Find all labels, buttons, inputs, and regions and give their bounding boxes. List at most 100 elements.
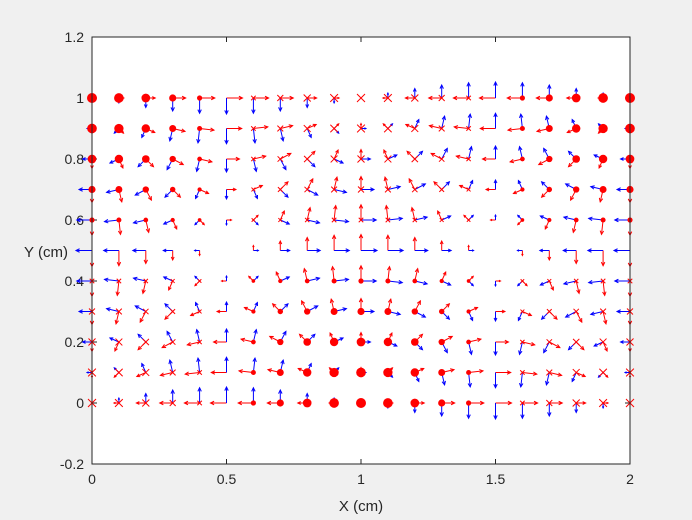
blue-vector-shaft <box>166 331 174 343</box>
out-of-plane-dot <box>466 279 471 283</box>
blue-vector <box>493 403 498 421</box>
into-plane-cross <box>546 308 553 315</box>
out-of-plane-dot <box>278 278 283 284</box>
red-vector-head <box>261 154 267 160</box>
into-plane-cross <box>197 309 202 314</box>
out-of-plane-dot <box>141 93 151 103</box>
blue-vector-head <box>256 249 260 252</box>
red-vector <box>209 400 227 406</box>
blue-vector <box>386 91 390 98</box>
blue-vector <box>468 179 474 190</box>
blue-vector-head <box>75 278 81 284</box>
blue-vector <box>279 128 285 142</box>
cross-line <box>438 186 445 193</box>
red-vector-head <box>210 370 216 375</box>
out-of-plane-dot <box>251 309 256 314</box>
blue-vector <box>518 372 524 389</box>
blue-vector <box>587 280 604 285</box>
blue-vector-head <box>623 371 627 374</box>
blue-vector-head <box>370 187 376 192</box>
red-vector <box>495 309 507 314</box>
blue-vector-head <box>166 330 171 336</box>
into-plane-cross <box>358 217 364 223</box>
cross-line <box>197 278 202 284</box>
blue-vector <box>197 386 202 403</box>
cross-line <box>383 124 393 133</box>
blue-vector-head <box>168 136 173 142</box>
cross-line <box>197 339 203 345</box>
blue-vector <box>279 158 287 171</box>
red-vector-head <box>504 339 510 345</box>
red-vector-head <box>173 225 178 231</box>
red-vector-head <box>266 368 272 373</box>
red-vector-shaft <box>522 311 532 316</box>
red-vector <box>253 95 270 101</box>
into-plane-cross <box>114 398 124 408</box>
blue-vector-head <box>162 221 168 225</box>
red-vector <box>226 156 241 162</box>
blue-vector-head <box>469 317 474 322</box>
blue-vector <box>468 145 473 160</box>
blue-vector-head <box>399 248 405 253</box>
red-vector <box>305 236 310 251</box>
out-of-plane-dot <box>277 308 284 315</box>
blue-vector <box>538 248 550 253</box>
red-vector <box>602 311 608 325</box>
into-plane-cross <box>197 369 203 376</box>
red-vector-head <box>359 148 363 153</box>
red-vector-head <box>181 128 187 133</box>
red-vector <box>408 177 416 190</box>
red-vector-head <box>164 315 169 320</box>
red-vector <box>467 244 470 251</box>
red-vector-head <box>220 279 224 283</box>
red-vector-shaft <box>139 311 147 323</box>
blue-vector-head <box>443 348 448 354</box>
red-vector-head <box>288 124 294 129</box>
blue-vector <box>467 112 473 129</box>
into-plane-cross <box>170 278 176 284</box>
red-vector-head <box>301 299 306 305</box>
blue-vector-head <box>132 276 138 282</box>
out-of-plane-dot <box>545 94 553 102</box>
blue-vector-head <box>137 162 142 168</box>
into-plane-cross <box>572 368 580 377</box>
blue-vector <box>305 98 310 109</box>
blue-vector-head <box>423 280 429 286</box>
into-plane-cross <box>116 278 122 284</box>
blue-vector-head <box>564 183 570 188</box>
blue-vector-head <box>224 139 229 145</box>
blue-vector-head <box>540 315 546 320</box>
red-vector <box>252 244 255 251</box>
blue-vector-shaft <box>571 372 577 382</box>
out-of-plane-dot <box>169 155 176 163</box>
cross-line <box>519 400 526 406</box>
into-plane-cross <box>519 400 526 406</box>
into-plane-cross <box>600 278 606 284</box>
cross-line <box>304 186 311 193</box>
red-vector-head <box>390 367 394 371</box>
blue-vector <box>166 330 174 343</box>
red-vector-head <box>532 371 538 376</box>
cross-line <box>141 399 150 407</box>
into-plane-cross <box>142 308 149 315</box>
into-plane-cross <box>196 400 203 406</box>
cross-line <box>196 400 203 406</box>
out-of-plane-dot <box>304 278 310 284</box>
blue-vector-shaft <box>414 119 420 129</box>
red-vector-head <box>507 400 513 406</box>
blue-vector <box>143 392 148 403</box>
out-of-plane-dot <box>519 125 525 132</box>
red-vector <box>253 125 269 130</box>
red-vector <box>159 372 173 377</box>
red-vector <box>495 339 510 345</box>
blue-vector-head <box>197 386 202 392</box>
red-vector-head <box>565 96 570 100</box>
blue-vector <box>81 340 92 344</box>
out-of-plane-dot <box>250 369 256 376</box>
red-vector-shaft <box>384 177 389 190</box>
red-vector-head <box>582 401 587 405</box>
red-vector-head <box>476 337 483 343</box>
blue-vector-head <box>344 277 350 282</box>
blue-vector-shaft <box>545 372 550 385</box>
out-of-plane-dot <box>197 187 202 192</box>
